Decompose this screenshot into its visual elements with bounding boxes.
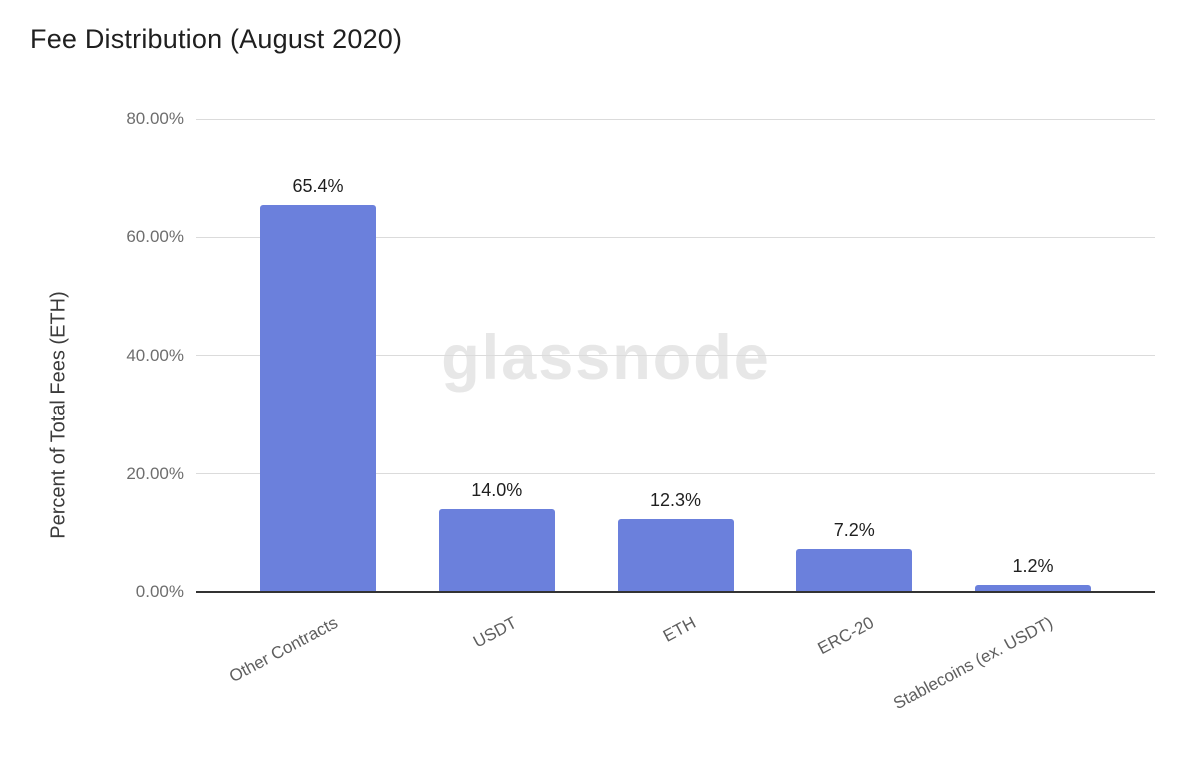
chart-title: Fee Distribution (August 2020) (30, 24, 403, 54)
x-axis-label: Stablecoins (ex. USDT) (890, 613, 1056, 714)
y-tick-label: 0.00% (135, 582, 184, 601)
y-tick-label: 40.00% (126, 345, 184, 365)
y-tick-label: 80.00% (126, 109, 184, 128)
y-gridline (196, 118, 1155, 120)
bar-value-label: 7.2% (833, 520, 875, 541)
bar (617, 519, 734, 592)
bar (796, 549, 913, 592)
bar (438, 509, 555, 592)
bar (975, 584, 1091, 592)
glassnode-watermark: glassnode (441, 323, 771, 393)
y-tick-label: 60.00% (126, 227, 184, 247)
y-gridline (196, 236, 1155, 238)
y-gridline (196, 355, 1155, 356)
bar-value-label: 14.0% (471, 480, 523, 501)
bar (260, 205, 376, 592)
y-tick-label: 20.00% (126, 463, 184, 483)
y-axis-title: Percent of Total Fees (ETH) (47, 291, 70, 539)
y-gridline (196, 473, 1155, 475)
bar-value-label: 1.2% (1012, 555, 1054, 576)
x-axis-baseline (196, 591, 1155, 593)
bar-value-label: 65.4% (292, 176, 344, 197)
bar-value-label: 12.3% (649, 490, 702, 511)
